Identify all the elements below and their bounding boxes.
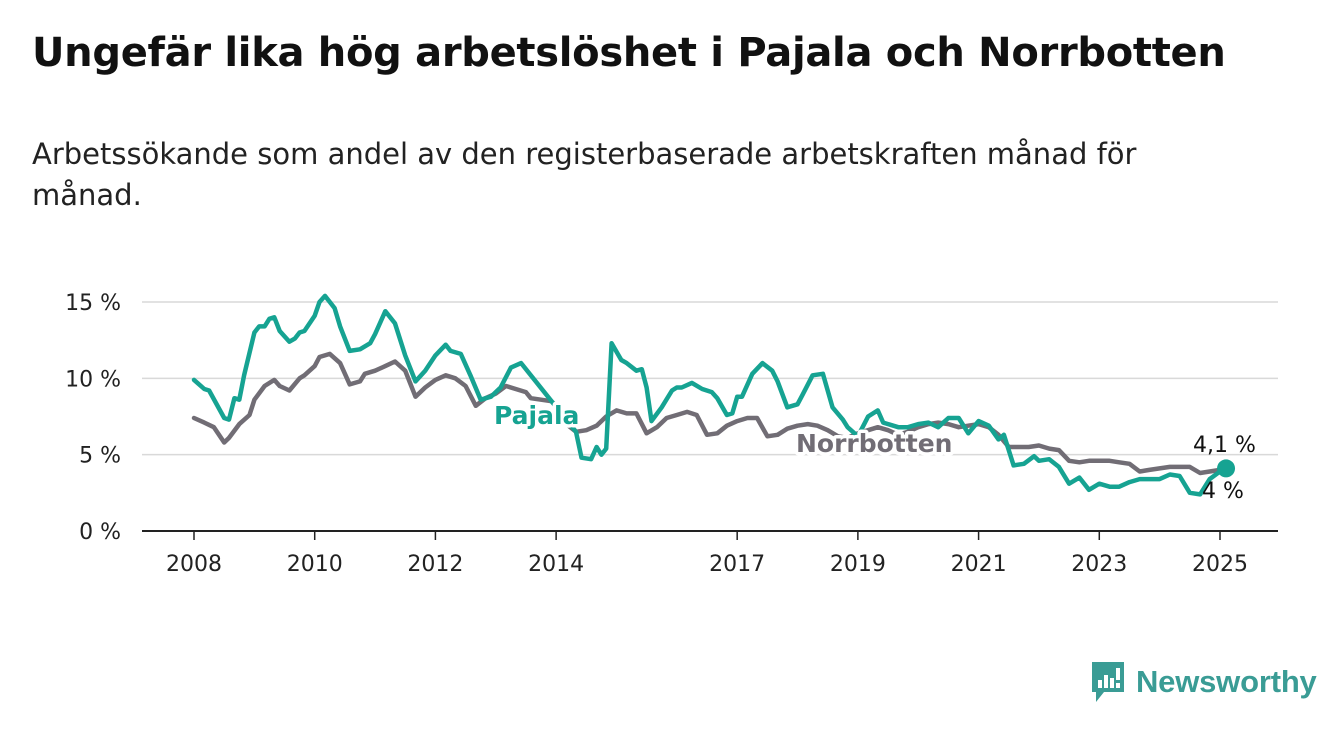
x-tick-label: 2019 <box>830 552 886 577</box>
x-tick-label: 2017 <box>709 552 765 577</box>
gridlines <box>142 301 1278 456</box>
end-label-pajala: 4,1 % <box>1193 433 1256 458</box>
x-tick-label: 2012 <box>407 552 463 577</box>
x-tick-label: 2023 <box>1071 552 1127 577</box>
chart-subtitle: Arbetssökande som andel av den registerb… <box>32 137 1137 212</box>
y-axis-ticks: 0 % 5 % 10 % 15 % <box>65 291 121 545</box>
x-tick-label: 2010 <box>287 552 343 577</box>
y-tick-label: 0 % <box>79 520 121 545</box>
y-tick-label: 15 % <box>65 291 121 316</box>
series-label-norrbotten-halo: Norrbotten <box>796 429 952 458</box>
x-tick-label: 2025 <box>1192 552 1248 577</box>
series-line-pajala <box>191 293 1229 497</box>
end-label-norrbotten: 4 % <box>1202 479 1244 504</box>
chart-title: Ungefär lika hög arbetslöshet i Pajala o… <box>32 30 1226 76</box>
x-tick-label: 2014 <box>528 552 584 577</box>
end-point-pajala <box>1217 459 1236 478</box>
x-axis: 2008 2010 2012 2014 2017 2019 2021 2023 2025 <box>142 530 1278 577</box>
x-tick-label: 2021 <box>951 552 1007 577</box>
newsworthy-logo-icon <box>1092 662 1124 702</box>
series-label-norrbotten: Norrbotten <box>796 429 952 458</box>
brand-logo: Newsworthy <box>1090 660 1317 704</box>
y-tick-label: 5 % <box>79 444 121 469</box>
x-tick-label: 2008 <box>166 552 222 577</box>
series-label-pajala: Pajala <box>494 401 579 430</box>
series-line-norrbotten <box>191 351 1229 476</box>
series-label-pajala-halo: Pajala <box>494 401 579 430</box>
series-lines <box>191 293 1229 497</box>
brand-name: Newsworthy <box>1136 664 1317 699</box>
y-tick-label: 10 % <box>65 367 121 392</box>
